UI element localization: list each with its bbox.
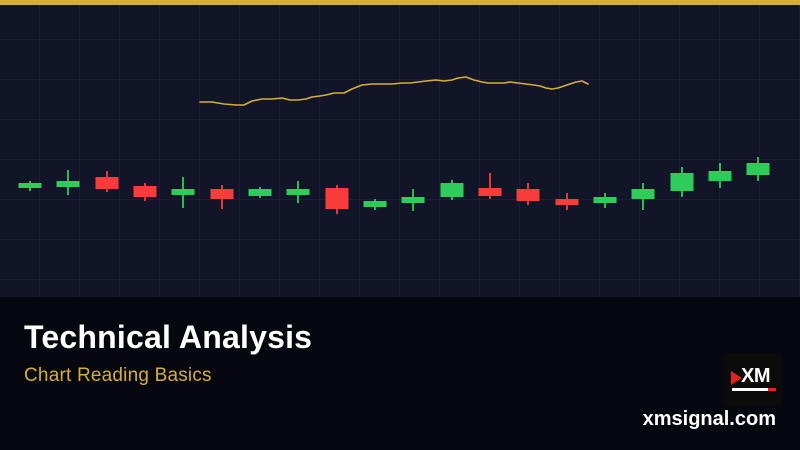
candle-body — [18, 183, 42, 188]
xm-logo-inner: XM — [724, 353, 782, 405]
candle-body — [56, 181, 80, 187]
chart-canvas — [18, 76, 770, 214]
candle-body — [670, 173, 694, 191]
candle-body — [248, 189, 272, 196]
candle-body — [210, 189, 234, 199]
candlestick-chart-panel — [0, 5, 800, 297]
candle-body — [708, 171, 732, 181]
candle-body — [171, 189, 195, 195]
candle-body — [363, 201, 387, 207]
xm-logo[interactable]: XM — [724, 353, 782, 405]
candle-body — [593, 197, 617, 203]
logo-underline — [732, 388, 774, 391]
candle-body — [133, 186, 157, 197]
candle-body — [516, 189, 540, 201]
chart-gridlines — [0, 5, 800, 297]
candle-body — [325, 188, 349, 209]
trendline — [199, 76, 589, 106]
candle-body — [746, 163, 770, 175]
top-accent-bar — [0, 0, 800, 5]
page-subtitle: Chart Reading Basics — [24, 365, 212, 386]
candle-body — [478, 188, 502, 196]
candle-body — [401, 197, 425, 203]
candle-body — [555, 199, 579, 205]
footer-banner: Technical Analysis Chart Reading Basics — [0, 297, 800, 450]
candle-body — [631, 189, 655, 199]
logo-underline-accent — [768, 388, 776, 391]
candle-body — [95, 177, 119, 189]
candlestick-series — [18, 157, 770, 214]
triangle-icon — [731, 371, 742, 385]
candle-wick — [489, 173, 491, 199]
website-domain[interactable]: xmsignal.com — [642, 408, 776, 430]
candle-body — [286, 189, 310, 195]
xm-logo-text: XM — [741, 365, 771, 387]
page-title: Technical Analysis — [24, 319, 313, 355]
candle-body — [440, 183, 464, 197]
